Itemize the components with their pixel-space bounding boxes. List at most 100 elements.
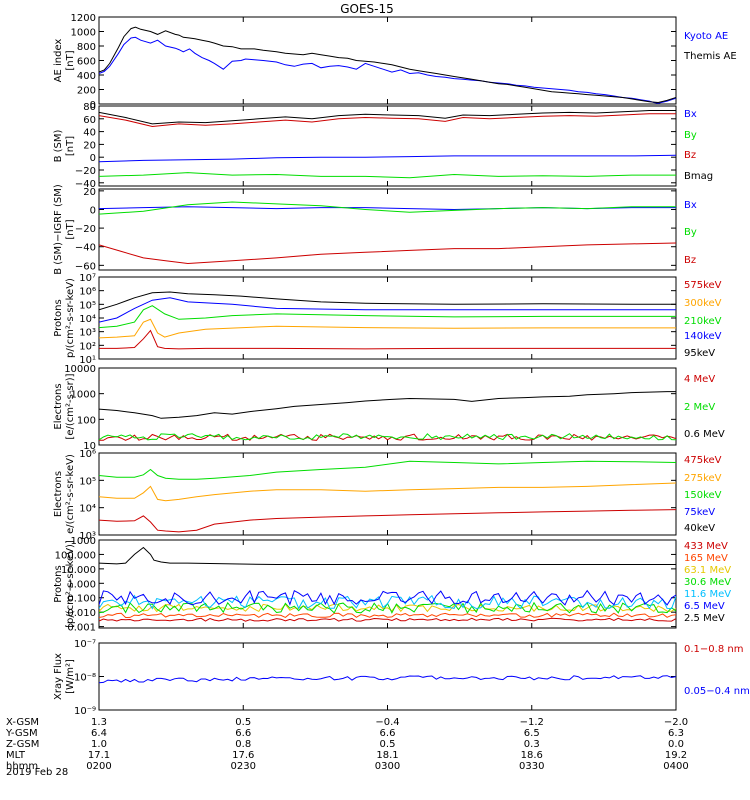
y-tick-label: −40 [75,179,96,190]
y-tick-label: 80 [83,102,96,113]
series-line [99,26,676,104]
legend-entry: 210keV [684,316,722,327]
y-tick-label: 1.000 [67,579,96,590]
series-line [99,617,676,622]
legend-entry: 95keV [684,348,715,359]
x-axis-value: −2.0 [664,717,688,728]
y-axis-label: [nT] [65,219,76,239]
x-axis-value: 0200 [86,761,111,772]
y-tick-label: 10⁵ [79,300,96,311]
y-tick-label: −20 [75,224,96,235]
series-line [99,305,676,329]
y-tick-label: 20 [83,187,96,198]
y-tick-label: 0 [90,205,96,216]
y-axis-label: Electrons [53,471,64,517]
legend-entry: 75keV [684,507,715,518]
y-axis-label: [p/(cm²-s-sr-keV)] [65,540,76,628]
x-axis-value: 0400 [663,761,688,772]
y-axis-label: [nT] [65,50,76,70]
y-tick-label: −60 [75,261,96,272]
date-label: 2019 Feb 28 [6,767,68,778]
legend-entry: 140keV [684,331,722,342]
y-tick-label: 0.100 [67,594,96,605]
legend-entry: 40keV [684,523,715,534]
y-tick-label: 1000 [71,390,96,401]
x-axis-value: 6.6 [380,728,396,739]
y-tick-label: 10⁵ [79,476,96,487]
y-tick-label: 0 [90,100,96,111]
y-tick-label: 100.000 [55,550,96,561]
y-tick-label: 100 [77,415,96,426]
series-line [99,291,676,311]
y-axis-label: B (SM)−IGRF (SM) [53,184,64,275]
legend-entry: 2 MeV [684,402,715,413]
legend-entry: 575keV [684,280,722,291]
legend-entry: 4 MeV [684,374,715,385]
series-line [99,546,676,565]
panel-frame [98,642,677,711]
x-axis-value: 0300 [375,761,400,772]
y-tick-label: 400 [77,71,96,82]
series-line [99,482,676,502]
series-line [99,675,676,684]
y-axis-label: [e/(cm²-s-sr)] [65,373,76,439]
legend-entry: By [684,227,697,238]
y-tick-label: 1200 [71,13,96,24]
legend-entry: 433 MeV [684,541,728,552]
legend-entry: 0.1−0.8 nm [684,644,743,655]
x-axis-value: 6.4 [91,728,107,739]
y-axis-label: p/(cm²-s-sr-keV) [65,278,76,358]
legend-entry: 2.5 MeV [684,613,725,624]
y-tick-label: 200 [77,86,96,97]
series-line [99,460,676,480]
y-tick-label: 1000 [71,536,96,547]
x-axis-row-label: Z-GSM [6,739,39,750]
series-line [99,594,676,610]
legend-entry: Bz [684,255,696,266]
y-tick-label: 10⁶ [79,449,96,460]
x-axis-value: 6.5 [524,728,540,739]
x-axis-value: 0230 [231,761,256,772]
series-line [99,36,676,104]
y-tick-label: 10⁻⁸ [74,673,96,684]
series-line [99,172,676,179]
legend-entry: 0.6 MeV [684,429,725,440]
legend-entry: 300keV [684,298,722,309]
y-tick-label: 0 [90,153,96,164]
y-tick-label: 10³ [79,531,96,542]
series-line [99,242,676,265]
y-tick-label: 800 [77,42,96,53]
y-axis-label: B (SM) [53,129,64,162]
legend-entry: 275keV [684,473,722,484]
x-axis-value: 17.1 [88,750,110,761]
series-line [99,113,676,128]
legend-entry: 11.6 MeV [684,589,731,600]
y-tick-label: −40 [75,243,96,254]
legend-entry: 30.6 MeV [684,577,731,588]
x-axis-row-label: Y-GSM [5,728,38,739]
y-tick-label: 20 [83,140,96,151]
panel-frame [98,16,677,105]
panel-bigrf: −60 −40 −20 0 20 B (SM)−IGRF (SM) [nT] Bx By Bz [53,184,697,275]
x-axis-value: 0.8 [235,739,251,750]
legend-entry: Bx [684,200,697,211]
x-axis-value: 0.5 [380,739,396,750]
panel-xray: 10⁻⁹ 10⁻⁸ 10⁻⁷ Xray Flux [W/m²] 0.1−0.8 nm 0.0… [53,639,750,717]
y-tick-label: 0.001 [67,623,96,634]
legend-entry: 150keV [684,490,722,501]
x-axis-value: 17.6 [232,750,254,761]
y-tick-label: 10⁴ [79,504,96,515]
panel-frame [98,367,677,446]
x-axis-value: 18.6 [521,750,543,761]
series-line [99,318,676,339]
x-axis-row-label: MLT [6,750,26,761]
series-line [99,433,676,441]
y-axis-label: Electrons [53,383,64,429]
x-axis-value: 6.3 [668,728,684,739]
x-axis-row-label: X-GSM [6,717,39,728]
series-line [99,154,676,163]
chart-title: GOES-15 [340,2,394,16]
series-line [99,433,676,441]
